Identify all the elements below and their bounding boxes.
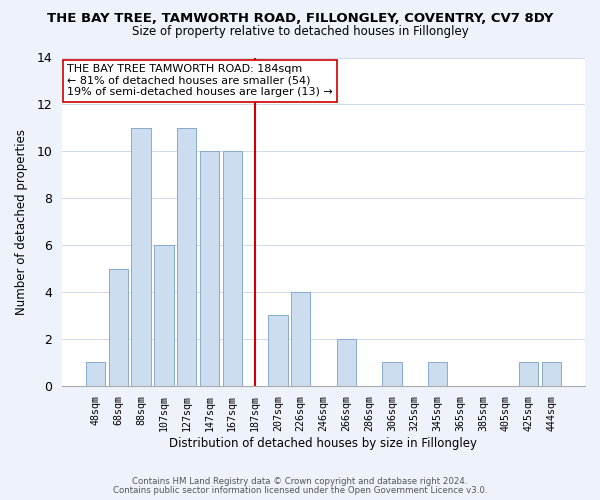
Bar	[519, 362, 538, 386]
Bar	[86, 362, 105, 386]
X-axis label: Distribution of detached houses by size in Fillongley: Distribution of detached houses by size …	[169, 437, 478, 450]
Bar	[382, 362, 401, 386]
Bar	[154, 245, 173, 386]
Bar	[200, 152, 219, 386]
Bar	[131, 128, 151, 386]
Bar	[223, 152, 242, 386]
Bar	[268, 316, 287, 386]
Text: Contains public sector information licensed under the Open Government Licence v3: Contains public sector information licen…	[113, 486, 487, 495]
Text: Contains HM Land Registry data © Crown copyright and database right 2024.: Contains HM Land Registry data © Crown c…	[132, 477, 468, 486]
Bar	[177, 128, 196, 386]
Text: THE BAY TREE, TAMWORTH ROAD, FILLONGLEY, COVENTRY, CV7 8DY: THE BAY TREE, TAMWORTH ROAD, FILLONGLEY,…	[47, 12, 553, 24]
Text: Size of property relative to detached houses in Fillongley: Size of property relative to detached ho…	[131, 25, 469, 38]
Bar	[291, 292, 310, 386]
Bar	[428, 362, 447, 386]
Bar	[542, 362, 561, 386]
Bar	[337, 339, 356, 386]
Y-axis label: Number of detached properties: Number of detached properties	[15, 128, 28, 314]
Text: THE BAY TREE TAMWORTH ROAD: 184sqm
← 81% of detached houses are smaller (54)
19%: THE BAY TREE TAMWORTH ROAD: 184sqm ← 81%…	[67, 64, 333, 98]
Bar	[109, 268, 128, 386]
